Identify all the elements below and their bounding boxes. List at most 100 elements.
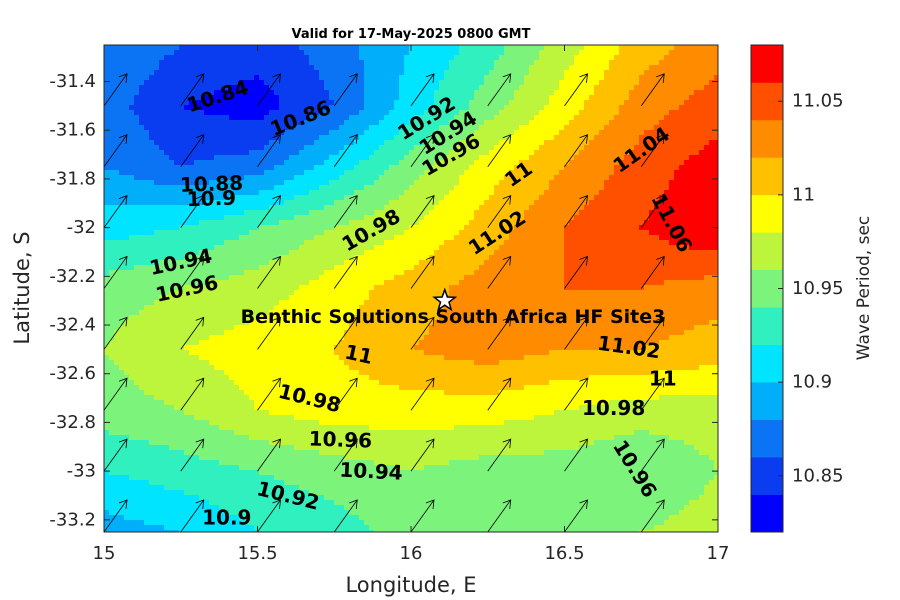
contour-cell bbox=[139, 165, 145, 171]
contour-cell bbox=[704, 95, 710, 101]
contour-cell bbox=[419, 240, 425, 246]
contour-cell bbox=[309, 155, 315, 161]
contour-cell bbox=[669, 215, 675, 221]
contour-cell bbox=[209, 165, 215, 171]
contour-cell bbox=[434, 95, 440, 101]
contour-cell bbox=[169, 150, 175, 156]
contour-cell bbox=[364, 65, 370, 71]
contour-cell bbox=[119, 160, 125, 166]
contour-cell bbox=[269, 115, 275, 121]
contour-cell bbox=[384, 65, 390, 71]
contour-cell bbox=[144, 105, 150, 111]
contour-cell bbox=[644, 110, 650, 116]
contour-cell bbox=[189, 130, 195, 136]
contour-cell bbox=[589, 180, 595, 186]
contour-cell bbox=[564, 190, 570, 196]
contour-cell bbox=[224, 245, 230, 251]
contour-cell bbox=[464, 165, 470, 171]
contour-cell bbox=[429, 155, 435, 161]
contour-cell bbox=[364, 55, 370, 61]
contour-cell bbox=[414, 85, 420, 91]
contour-cell bbox=[159, 150, 165, 156]
contour-cell bbox=[299, 235, 305, 241]
contour-cell bbox=[634, 80, 640, 86]
contour-cell bbox=[689, 135, 695, 141]
contour-cell bbox=[379, 225, 385, 231]
contour-cell bbox=[674, 80, 680, 86]
contour-cell bbox=[514, 70, 520, 76]
contour-cell bbox=[429, 60, 435, 66]
contour-cell bbox=[594, 125, 600, 131]
contour-cell bbox=[454, 160, 460, 166]
contour-cell bbox=[324, 180, 330, 186]
contour-cell bbox=[249, 170, 255, 176]
contour-cell bbox=[684, 205, 690, 211]
contour-cell bbox=[134, 85, 140, 91]
contour-cell bbox=[309, 85, 315, 91]
contour-cell bbox=[569, 160, 575, 166]
contour-cell bbox=[554, 115, 560, 121]
contour-cell bbox=[299, 195, 305, 201]
contour-cell bbox=[259, 185, 265, 191]
contour-cell bbox=[669, 145, 675, 151]
contour-cell bbox=[159, 220, 165, 226]
contour-cell bbox=[239, 225, 245, 231]
contour-cell bbox=[484, 95, 490, 101]
contour-cell bbox=[329, 60, 335, 66]
contour-cell bbox=[289, 135, 295, 141]
contour-cell bbox=[694, 100, 700, 106]
contour-cell bbox=[619, 180, 625, 186]
contour-cell bbox=[369, 120, 375, 126]
contour-cell bbox=[139, 105, 145, 111]
contour-cell bbox=[184, 105, 190, 111]
contour-cell bbox=[329, 220, 335, 226]
contour-cell bbox=[319, 240, 325, 246]
contour-cell bbox=[514, 150, 520, 156]
contour-cell bbox=[554, 60, 560, 66]
contour-cell bbox=[334, 220, 340, 226]
contour-cell bbox=[474, 145, 480, 151]
contour-cell bbox=[179, 155, 185, 161]
contour-cell bbox=[264, 235, 270, 241]
contour-cell bbox=[674, 145, 680, 151]
contour-cell bbox=[449, 245, 455, 251]
contour-cell bbox=[354, 100, 360, 106]
contour-cell bbox=[234, 90, 240, 96]
contour-cell bbox=[529, 105, 535, 111]
contour-cell bbox=[594, 235, 600, 241]
contour-cell bbox=[509, 225, 515, 231]
contour-cell bbox=[589, 175, 595, 181]
contour-cell bbox=[279, 225, 285, 231]
contour-cell bbox=[494, 50, 500, 56]
contour-cell bbox=[689, 45, 695, 51]
contour-cell bbox=[644, 150, 650, 156]
contour-cell bbox=[699, 160, 705, 166]
contour-cell bbox=[374, 140, 380, 146]
contour-cell bbox=[444, 95, 450, 101]
contour-cell bbox=[689, 240, 695, 246]
contour-cell bbox=[429, 185, 435, 191]
contour-cell bbox=[184, 115, 190, 121]
contour-cell bbox=[624, 215, 630, 221]
contour-cell bbox=[564, 175, 570, 181]
contour-cell bbox=[514, 95, 520, 101]
contour-cell bbox=[569, 55, 575, 61]
contour-cell bbox=[704, 135, 710, 141]
contour-cell bbox=[639, 110, 645, 116]
contour-cell bbox=[354, 45, 360, 51]
contour-cell bbox=[384, 170, 390, 176]
contour-cell bbox=[259, 145, 265, 151]
contour-cell bbox=[209, 125, 215, 131]
contour-cell bbox=[529, 85, 535, 91]
contour-cell bbox=[104, 60, 110, 66]
contour-cell bbox=[199, 155, 205, 161]
contour-cell bbox=[444, 185, 450, 191]
contour-cell bbox=[289, 120, 295, 126]
contour-cell bbox=[314, 140, 320, 146]
contour-cell bbox=[219, 75, 225, 81]
contour-cell bbox=[419, 65, 425, 71]
contour-cell bbox=[469, 190, 475, 196]
contour-cell bbox=[144, 80, 150, 86]
contour-cell bbox=[199, 105, 205, 111]
contour-cell bbox=[384, 195, 390, 201]
